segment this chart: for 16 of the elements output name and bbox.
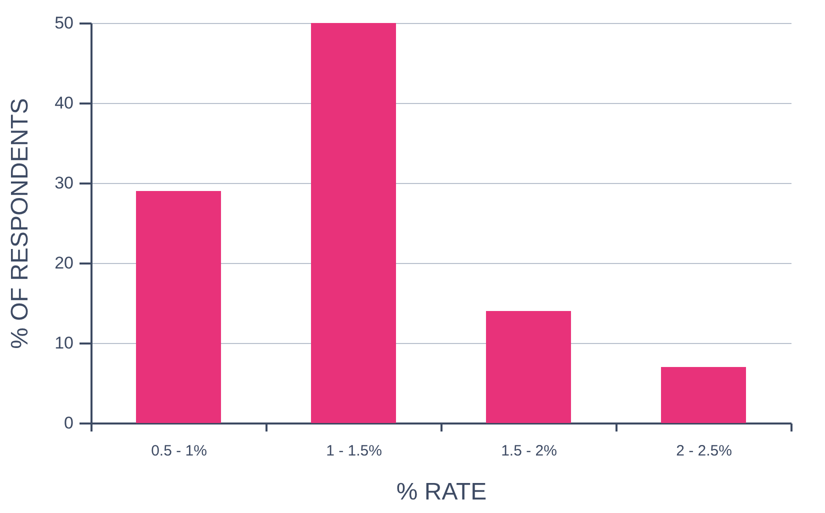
y-tick-label: 10 (54, 334, 74, 352)
y-tick-label: 40 (54, 94, 74, 112)
x-axis-title: % RATE (396, 478, 487, 506)
x-tick-label: 0.5 - 1% (151, 442, 207, 460)
bar (486, 311, 571, 423)
bar (311, 23, 396, 423)
y-tick-label: 50 (54, 14, 74, 32)
bar (136, 191, 221, 423)
x-tick-label: 1 - 1.5% (326, 442, 382, 460)
y-axis-title: % OF RESPONDENTS (6, 98, 34, 349)
y-tick-label: 30 (54, 174, 74, 192)
x-tick-label: 1.5 - 2% (501, 442, 557, 460)
y-tick-label: 20 (54, 254, 74, 272)
y-tick-label: 0 (64, 414, 74, 432)
x-tick-label: 2 - 2.5% (676, 442, 732, 460)
bar (661, 367, 746, 423)
